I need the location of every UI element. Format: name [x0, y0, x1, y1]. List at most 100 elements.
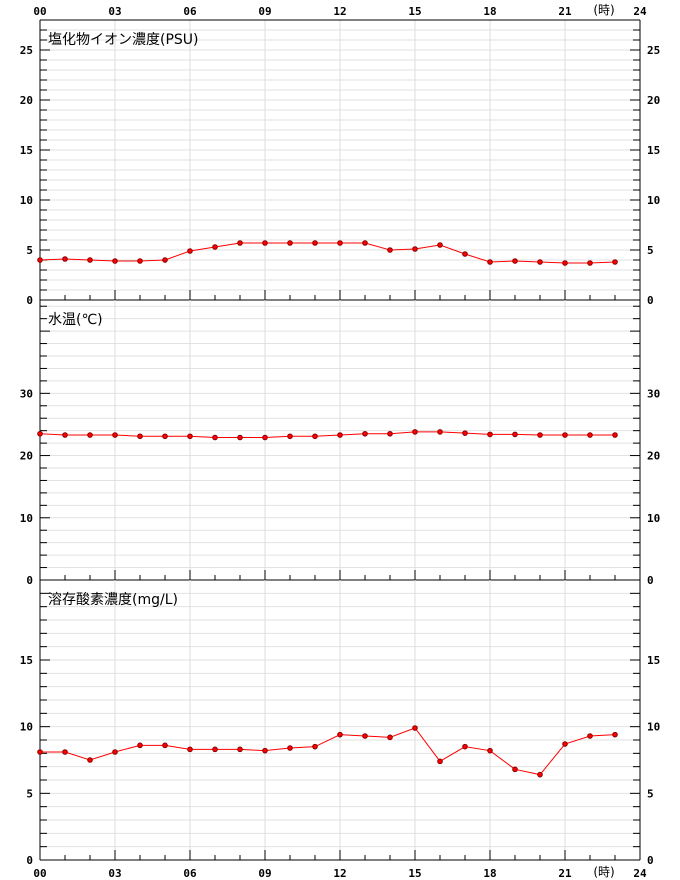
- y-tick-label-right: 10: [647, 194, 660, 207]
- data-point: [137, 258, 143, 264]
- y-tick-label-right: 5: [647, 787, 654, 800]
- y-tick-label-right: 5: [647, 244, 654, 257]
- x-tick-label-top: 15: [408, 5, 421, 18]
- data-point: [37, 257, 43, 263]
- x-tick-label-bottom: 18: [483, 867, 496, 880]
- data-point: [37, 430, 43, 437]
- data-point: [137, 433, 143, 440]
- data-point: [312, 433, 318, 440]
- data-point: [312, 743, 318, 750]
- data-point: [487, 747, 493, 754]
- data-point: [212, 434, 218, 441]
- y-tick-label-left: 15: [20, 654, 33, 667]
- y-tick-label-left: 0: [26, 574, 33, 587]
- y-tick-label-right: 20: [647, 450, 660, 463]
- data-point: [587, 432, 593, 438]
- data-point: [337, 432, 343, 438]
- data-point: [612, 259, 618, 265]
- series-line: [39, 242, 616, 264]
- hour-unit-label-bottom: (時): [593, 865, 614, 879]
- data-point: [112, 258, 118, 264]
- y-tick-label-right: 0: [647, 854, 654, 867]
- data-point: [212, 746, 218, 753]
- data-point: [387, 247, 393, 253]
- panel-title: 水温(℃): [48, 312, 103, 328]
- data-point: [562, 432, 568, 438]
- y-tick-label-left: 10: [20, 512, 33, 525]
- y-tick-label-left: 0: [26, 294, 33, 307]
- data-point: [537, 259, 543, 265]
- x-tick-label-bottom: 12: [333, 867, 346, 880]
- data-point: [212, 244, 218, 250]
- data-point: [187, 433, 193, 440]
- data-point: [512, 431, 518, 438]
- data-point: [262, 434, 268, 441]
- panel-title: 溶存酸素濃度(mg/L): [48, 592, 178, 608]
- data-point: [87, 257, 93, 263]
- y-tick-label-left: 20: [20, 450, 33, 463]
- data-point: [62, 749, 68, 755]
- data-point: [437, 758, 443, 765]
- data-point: [487, 259, 493, 265]
- data-point: [487, 431, 493, 438]
- data-point: [287, 745, 293, 751]
- data-point: [412, 246, 418, 252]
- data-point: [437, 242, 443, 248]
- data-point: [362, 430, 368, 437]
- data-point: [387, 734, 393, 741]
- y-tick-label-right: 25: [647, 44, 660, 57]
- data-point: [237, 746, 243, 753]
- data-point: [62, 432, 68, 438]
- x-tick-label-top: 12: [333, 5, 346, 18]
- data-point: [162, 742, 168, 749]
- y-tick-label-right: 10: [647, 512, 660, 525]
- data-point: [612, 432, 618, 438]
- data-point: [362, 240, 368, 246]
- data-point: [262, 240, 268, 246]
- data-point: [137, 742, 143, 749]
- data-point: [462, 743, 468, 750]
- y-tick-label-left: 15: [20, 144, 33, 157]
- x-tick-label-top: 18: [483, 5, 496, 18]
- y-tick-label-left: 5: [26, 787, 33, 800]
- y-tick-label-right: 0: [647, 574, 654, 587]
- y-tick-label-right: 0: [647, 294, 654, 307]
- data-point: [462, 251, 468, 257]
- data-point: [412, 429, 418, 435]
- data-point: [587, 733, 593, 739]
- data-point: [162, 433, 168, 440]
- data-point: [337, 731, 343, 738]
- hour-unit-label-top: (時): [593, 3, 614, 17]
- y-tick-label-right: 20: [647, 94, 660, 107]
- x-tick-label-top: 24: [633, 5, 647, 18]
- y-tick-label-right: 30: [647, 387, 660, 400]
- data-point: [462, 430, 468, 436]
- y-tick-label-left: 20: [20, 94, 33, 107]
- data-point: [87, 432, 93, 438]
- data-point: [237, 434, 243, 441]
- data-point: [512, 766, 518, 773]
- series-line: [39, 431, 615, 439]
- data-point: [187, 746, 193, 753]
- data-point: [512, 258, 518, 264]
- x-tick-label-bottom: 06: [183, 867, 197, 880]
- data-point: [87, 757, 93, 763]
- y-tick-label-left: 10: [20, 721, 33, 734]
- data-point: [337, 240, 343, 246]
- x-tick-label-bottom: 15: [408, 867, 421, 880]
- data-point: [537, 771, 543, 778]
- y-tick-label-left: 5: [26, 244, 33, 257]
- y-tick-label-left: 10: [20, 194, 33, 207]
- y-tick-label-right: 10: [647, 721, 660, 734]
- data-point: [412, 725, 418, 731]
- y-tick-label-left: 25: [20, 44, 33, 57]
- data-point: [112, 749, 118, 755]
- x-tick-label-top: 06: [183, 5, 197, 18]
- x-tick-label-bottom: 00: [33, 867, 46, 880]
- panel-title: 塩化物イオン濃度(PSU): [48, 32, 199, 48]
- y-tick-label-right: 15: [647, 654, 660, 667]
- data-point: [312, 240, 318, 246]
- data-point: [562, 260, 568, 266]
- x-tick-label-top: 09: [258, 5, 271, 18]
- data-point: [237, 240, 243, 246]
